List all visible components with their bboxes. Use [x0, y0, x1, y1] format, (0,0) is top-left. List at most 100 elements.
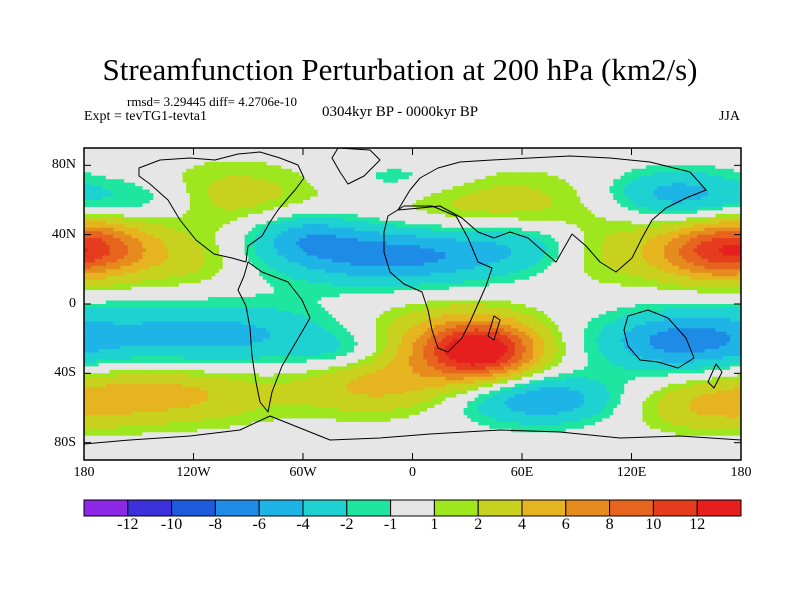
field-cell [522, 241, 527, 246]
field-cell [146, 196, 151, 201]
field-cell [642, 203, 647, 208]
field-cell [124, 241, 129, 246]
field-cell [459, 151, 464, 156]
field-cell [164, 179, 169, 184]
field-cell [405, 148, 410, 152]
field-cell [376, 168, 381, 173]
field-cell [693, 196, 698, 201]
field-cell [105, 238, 110, 242]
field-cell [551, 186, 556, 190]
field-cell [270, 165, 275, 170]
field-cell [726, 158, 731, 163]
field-cell [193, 189, 198, 194]
field-cell [299, 182, 304, 187]
field-cell [697, 210, 702, 215]
field-cell [598, 151, 603, 156]
field-cell [532, 227, 537, 232]
field-cell [503, 151, 508, 156]
field-cell [215, 172, 220, 177]
field-cell [598, 172, 603, 177]
field-cell [525, 193, 530, 197]
field-cell [485, 154, 490, 159]
field-cell [478, 210, 483, 215]
field-cell [328, 148, 333, 152]
field-cell [730, 168, 735, 173]
field-cell [536, 161, 541, 166]
field-cell [449, 193, 454, 197]
field-cell [470, 154, 475, 159]
field-cell [270, 158, 275, 163]
field-cell [105, 148, 110, 152]
field-cell [573, 179, 578, 184]
field-cell [105, 220, 110, 225]
field-cell [171, 158, 176, 163]
field-cell [87, 234, 92, 239]
field-cell [368, 175, 373, 180]
field-cell [124, 179, 129, 184]
field-cell [507, 224, 512, 229]
field-cell [514, 158, 519, 163]
field-cell [270, 182, 275, 187]
field-cell [730, 220, 735, 225]
field-cell [434, 217, 439, 222]
field-cell [160, 148, 165, 152]
field-cell [361, 213, 366, 218]
field-cell [467, 165, 472, 170]
field-cell [485, 217, 490, 222]
field-cell [397, 182, 402, 187]
field-cell [146, 227, 151, 232]
field-cell [569, 220, 574, 225]
field-cell [627, 210, 632, 215]
field-cell [102, 154, 107, 159]
field-cell [186, 175, 191, 180]
field-cell [295, 186, 300, 190]
field-cell [204, 238, 209, 242]
field-cell [678, 213, 683, 218]
field-cell [463, 203, 468, 208]
field-cell [317, 210, 322, 215]
field-cell [532, 206, 537, 211]
field-cell [376, 172, 381, 177]
field-cell [481, 217, 486, 222]
field-cell [186, 165, 191, 170]
field-cell [467, 172, 472, 177]
field-cell [215, 196, 220, 201]
field-cell [532, 217, 537, 222]
field-cell [602, 206, 607, 211]
field-cell [503, 241, 508, 246]
field-cell [313, 186, 318, 190]
field-cell [427, 148, 432, 152]
field-cell [288, 224, 293, 229]
field-cell [536, 224, 541, 229]
field-cell [722, 158, 727, 163]
field-cell [102, 148, 107, 152]
field-cell [547, 161, 552, 166]
field-cell [124, 172, 129, 177]
field-cell [489, 168, 494, 173]
field-cell [288, 241, 293, 246]
field-cell [631, 182, 636, 187]
field-cell [259, 182, 264, 187]
field-cell [124, 186, 129, 190]
field-cell [708, 186, 713, 190]
field-cell [131, 206, 136, 211]
field-cell [722, 172, 727, 177]
field-cell [668, 179, 673, 184]
field-cell [383, 148, 388, 152]
field-cell [554, 231, 559, 236]
field-cell [343, 193, 348, 197]
field-cell [270, 200, 275, 204]
field-cell [365, 200, 370, 204]
field-cell [135, 161, 140, 166]
field-cell [208, 241, 213, 246]
field-cell [390, 238, 395, 242]
field-cell [324, 165, 329, 170]
field-cell [449, 227, 454, 232]
field-cell [595, 179, 600, 184]
field-cell [485, 220, 490, 225]
field-cell [197, 238, 202, 242]
field-cell [200, 148, 205, 152]
field-cell [503, 165, 508, 170]
field-cell [259, 189, 264, 194]
field-cell [292, 203, 297, 208]
